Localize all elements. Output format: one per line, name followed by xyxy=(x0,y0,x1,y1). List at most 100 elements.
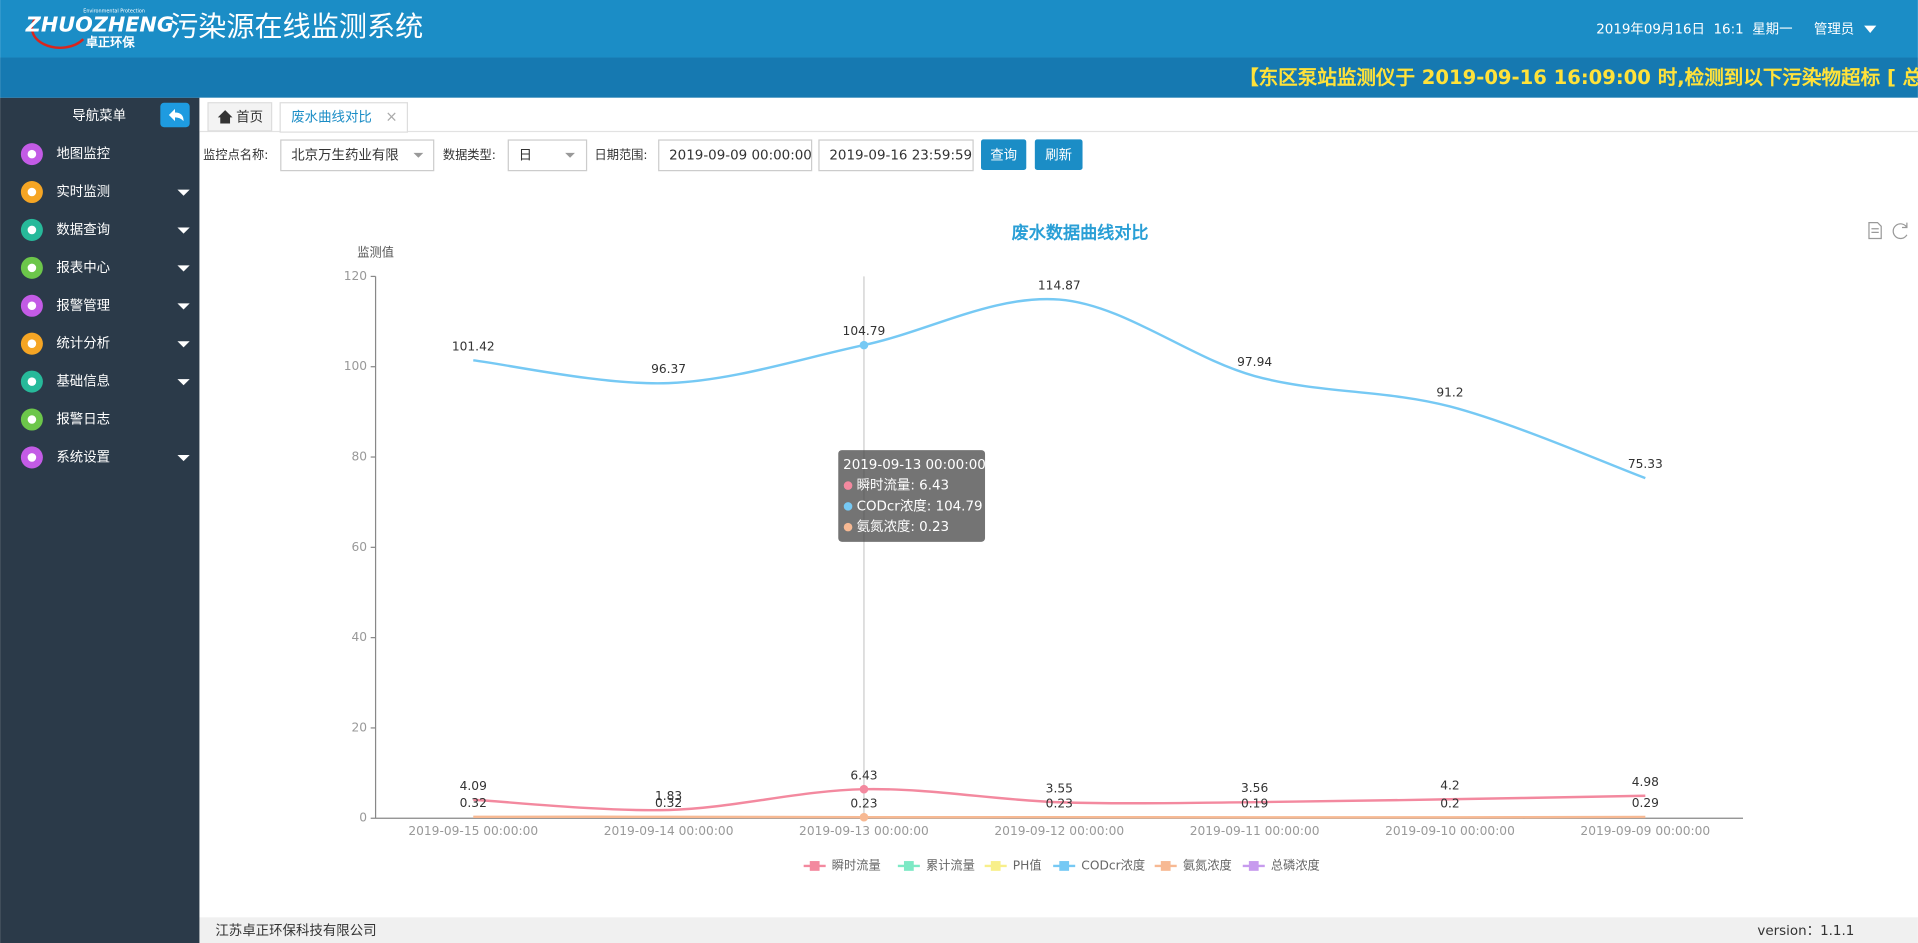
user-caret[interactable] xyxy=(1864,25,1877,34)
series-line xyxy=(473,787,1646,812)
site-value[interactable]: 北京万生药业有限 xyxy=(291,147,399,163)
x-tick-label: 2019-09-11 00:00:00 xyxy=(1190,824,1320,838)
data-label: 6.43 xyxy=(850,768,877,782)
logo-tag: Environmental Protection xyxy=(83,9,145,15)
menu-icon-glyph[interactable] xyxy=(27,453,37,462)
site-select[interactable] xyxy=(280,139,435,172)
header-bar xyxy=(0,0,1918,58)
menu-label[interactable]: 报警管理 xyxy=(56,298,110,314)
data-label: 91.2 xyxy=(1436,386,1463,400)
toolbox-dataview[interactable] xyxy=(1868,221,1882,240)
menu-icon-glyph[interactable] xyxy=(27,415,37,424)
menu-caret[interactable] xyxy=(177,227,190,234)
legend: 瞬时流量 累计流量 PH值 CODcr浓度 氨氮浓度 总磷浓度 xyxy=(803,857,1320,872)
y-tick-label: 80 xyxy=(351,450,367,464)
toggle-icon[interactable] xyxy=(168,108,184,122)
menu-icon-glyph[interactable] xyxy=(27,149,37,159)
user-menu[interactable]: 管理员 xyxy=(1814,21,1854,37)
legend-label[interactable]: PH值 xyxy=(1013,857,1042,872)
legend-label[interactable]: 累计流量 xyxy=(926,858,975,872)
x-tick-label: 2019-09-09 00:00:00 xyxy=(1580,824,1710,838)
select-caret[interactable] xyxy=(565,152,575,158)
type-value[interactable]: 日 xyxy=(519,148,532,163)
type-select[interactable] xyxy=(507,139,588,172)
menu-icon-glyph[interactable] xyxy=(27,187,37,197)
footer-version: version：1.1.1 xyxy=(1757,924,1854,939)
x-tick-label: 2019-09-12 00:00:00 xyxy=(994,824,1124,838)
legend-marker[interactable] xyxy=(809,861,820,871)
refresh-button-label[interactable]: 刷新 xyxy=(1045,147,1072,163)
menu-caret[interactable] xyxy=(177,303,190,310)
tab-label[interactable]: 首页 xyxy=(236,109,263,125)
home-icon[interactable] xyxy=(217,110,233,124)
x-tick-label: 2019-09-13 00:00:00 xyxy=(799,824,929,838)
toolbox-restore[interactable] xyxy=(1892,222,1908,240)
menu-label[interactable]: 报表中心 xyxy=(56,260,110,276)
menu-label[interactable]: 报警日志 xyxy=(56,412,110,428)
legend-marker[interactable] xyxy=(1160,861,1171,871)
tab-active[interactable] xyxy=(279,102,408,133)
refresh-button[interactable] xyxy=(1034,139,1083,171)
filter-label: 监控点名称: xyxy=(203,147,268,162)
tooltip: 2019-09-13 00:00:00 瞬时流量: 6.43 CODcr浓度: 10… xyxy=(838,450,986,542)
y-tick-label: 60 xyxy=(351,540,367,554)
date-end[interactable] xyxy=(818,139,974,172)
data-label: 0.23 xyxy=(1046,796,1073,810)
menu-icon-glyph[interactable] xyxy=(27,339,37,348)
menu-icon-glyph[interactable] xyxy=(27,377,37,386)
menu-label[interactable]: 统计分析 xyxy=(56,336,110,352)
select-caret[interactable] xyxy=(413,152,424,158)
menu-label[interactable]: 基础信息 xyxy=(56,373,110,390)
tooltip-value: 104.79 xyxy=(936,499,983,514)
tooltip-series-name: 氨氮浓度 xyxy=(857,519,911,535)
legend-marker[interactable] xyxy=(1248,861,1259,871)
data-label: 104.79 xyxy=(843,324,886,338)
tab-close[interactable]: × xyxy=(385,108,397,125)
legend-label[interactable]: CODcr浓度 xyxy=(1081,857,1145,872)
legend-marker[interactable] xyxy=(903,861,914,871)
menu-label[interactable]: 数据查询 xyxy=(56,222,110,238)
logo-sub: 卓正环保 xyxy=(86,34,136,49)
tooltip-series-name: 瞬时流量 xyxy=(857,478,911,494)
legend-label[interactable]: 总磷浓度 xyxy=(1271,857,1320,872)
date-start-value[interactable]: 2019-09-09 00:00:00 xyxy=(669,148,812,163)
legend-marker[interactable] xyxy=(1059,861,1070,871)
tooltip-box xyxy=(838,450,986,542)
menu-label[interactable]: 地图监控 xyxy=(56,146,110,162)
query-button[interactable] xyxy=(981,139,1027,171)
tooltip-title: 2019-09-13 00:00:00 xyxy=(843,458,986,473)
data-label: 75.33 xyxy=(1628,457,1663,471)
menu-caret[interactable] xyxy=(177,265,190,272)
data-label: 114.87 xyxy=(1038,279,1081,293)
data-label: 4.98 xyxy=(1632,775,1659,789)
filter-label: 数据类型: xyxy=(443,147,496,162)
data-label: 4.09 xyxy=(460,779,487,793)
menu-caret[interactable] xyxy=(177,189,190,196)
menu-icon-glyph[interactable] xyxy=(27,263,37,273)
y-tick-label: 0 xyxy=(359,811,367,825)
x-tick-label: 2019-09-10 00:00:00 xyxy=(1385,824,1515,838)
data-label: 0.23 xyxy=(850,796,877,810)
menu-label[interactable]: 系统设置 xyxy=(56,449,110,465)
tab-label[interactable]: 废水曲线对比 xyxy=(291,109,372,125)
data-label: 3.56 xyxy=(1241,781,1268,795)
tooltip-series-name: CODcr浓度 xyxy=(857,498,927,514)
legend-marker[interactable] xyxy=(990,861,1001,871)
legend-label[interactable]: 氨氮浓度 xyxy=(1183,857,1232,872)
date-start[interactable] xyxy=(658,139,813,172)
menu-icon-glyph[interactable] xyxy=(27,301,37,311)
menu-icon-glyph[interactable] xyxy=(27,225,37,235)
sidebar-title: 导航菜单 xyxy=(72,108,126,124)
menu-label[interactable]: 实时监测 xyxy=(56,184,110,200)
menu-caret[interactable] xyxy=(177,341,190,348)
menu-caret[interactable] xyxy=(177,379,190,386)
query-button-label[interactable]: 查询 xyxy=(990,147,1017,163)
chart-title: 废水数据曲线对比 xyxy=(1012,223,1149,244)
date-end-value[interactable]: 2019-09-16 23:59:59 xyxy=(829,148,972,163)
legend-label[interactable]: 瞬时流量 xyxy=(832,858,881,872)
data-point xyxy=(859,812,869,822)
logo: ZHUOZHENG xyxy=(25,13,174,37)
menu-caret[interactable] xyxy=(177,454,190,462)
data-label: 0.29 xyxy=(1632,796,1659,810)
